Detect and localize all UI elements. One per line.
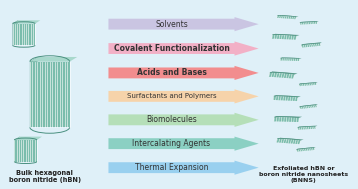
Polygon shape [300,105,317,109]
Text: Exfoliated hBN or
boron nitride nanosheets
(BNNS): Exfoliated hBN or boron nitride nanoshee… [259,166,348,183]
Text: Acids and Bases: Acids and Bases [136,68,207,77]
Text: Intercalating Agents: Intercalating Agents [132,139,211,148]
Polygon shape [274,117,299,122]
Polygon shape [274,95,301,97]
Polygon shape [13,20,18,45]
Polygon shape [301,43,321,48]
Polygon shape [277,15,280,18]
Polygon shape [299,83,301,86]
Polygon shape [277,138,304,140]
Text: Thermal Expansion: Thermal Expansion [135,163,208,172]
Text: Biomolecules: Biomolecules [146,115,197,124]
Polygon shape [296,147,316,150]
Polygon shape [270,71,297,74]
Text: Covalent Functionalization: Covalent Functionalization [113,44,229,53]
Polygon shape [280,57,282,60]
Polygon shape [299,83,316,86]
Polygon shape [269,73,295,79]
Polygon shape [13,24,35,45]
Polygon shape [274,116,277,121]
Polygon shape [280,58,299,61]
Text: Surfactants and Polymers: Surfactants and Polymers [127,93,216,99]
Polygon shape [273,96,298,101]
Polygon shape [108,41,259,56]
Polygon shape [276,139,301,144]
Polygon shape [30,57,38,127]
Text: Bulk hexagonal
boron nitride (hBN): Bulk hexagonal boron nitride (hBN) [9,170,81,183]
Polygon shape [14,137,42,140]
Polygon shape [297,127,300,130]
Polygon shape [300,22,317,25]
Polygon shape [274,116,302,118]
Polygon shape [273,95,277,100]
Polygon shape [272,35,296,40]
Polygon shape [299,82,318,84]
Polygon shape [14,137,20,162]
Polygon shape [297,126,316,130]
Polygon shape [300,22,302,25]
Polygon shape [108,161,259,175]
Polygon shape [14,140,37,162]
Polygon shape [296,148,315,152]
Polygon shape [272,34,300,36]
Polygon shape [281,57,301,59]
Polygon shape [108,66,259,80]
Polygon shape [296,149,299,152]
Text: Solvents: Solvents [155,20,188,29]
Polygon shape [30,57,77,62]
Polygon shape [276,138,280,142]
Polygon shape [108,113,259,127]
Polygon shape [301,44,304,48]
Polygon shape [272,34,275,39]
Polygon shape [301,42,322,45]
Polygon shape [108,89,259,103]
Polygon shape [300,106,302,109]
Polygon shape [13,20,40,24]
Polygon shape [277,15,299,17]
Polygon shape [108,137,259,151]
Polygon shape [277,15,296,19]
Polygon shape [30,62,69,127]
Polygon shape [108,17,259,31]
Polygon shape [300,21,319,23]
Polygon shape [297,126,318,127]
Polygon shape [300,104,318,107]
Polygon shape [269,71,273,77]
